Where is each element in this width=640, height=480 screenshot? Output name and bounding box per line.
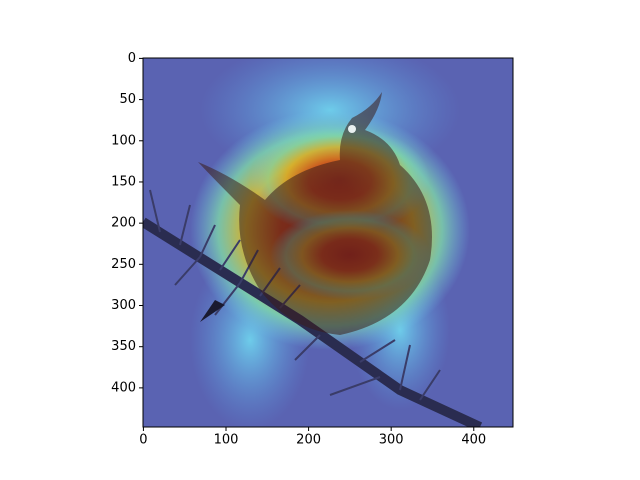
x-tick-label: 200 xyxy=(296,433,321,448)
y-tick-label: 100 xyxy=(111,133,136,148)
x-tick-label: 100 xyxy=(214,433,239,448)
y-tick-label: 50 xyxy=(119,92,136,107)
y-tick-label: 400 xyxy=(111,380,136,395)
axes-frame xyxy=(142,57,514,428)
y-tick-label: 0 xyxy=(128,51,136,66)
y-tick-label: 150 xyxy=(111,174,136,189)
y-tick-label: 350 xyxy=(111,339,136,354)
y-tick-label: 300 xyxy=(111,298,136,313)
x-tick-label: 400 xyxy=(461,433,486,448)
x-tick-label: 0 xyxy=(139,433,147,448)
y-tick-label: 200 xyxy=(111,216,136,231)
x-tick-label: 300 xyxy=(379,433,404,448)
y-tick-label: 250 xyxy=(111,257,136,272)
image xyxy=(143,58,513,427)
